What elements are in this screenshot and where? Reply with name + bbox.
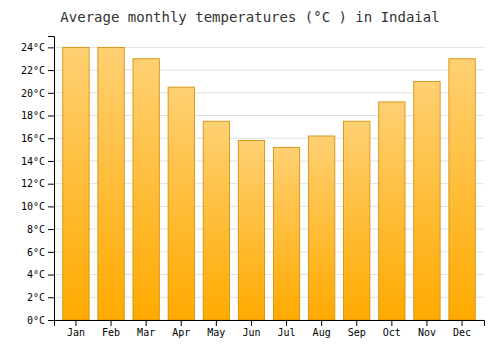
bar [203, 121, 229, 320]
tick-label: 14°C [21, 156, 45, 167]
tick-label: 24°C [21, 42, 45, 53]
tick-label: 4°C [27, 269, 45, 280]
tick-mark [48, 252, 54, 253]
tick-label: 20°C [21, 88, 45, 99]
tick-mark [48, 320, 54, 321]
tick: 8°C [27, 224, 54, 235]
tick-mark [48, 184, 54, 185]
tick-mark [48, 275, 54, 276]
tick-mark [146, 320, 147, 326]
tick-mark [286, 320, 287, 326]
tick-mark [48, 116, 54, 117]
tick: 6°C [27, 247, 54, 258]
tick-label: Oct [383, 327, 401, 338]
tick: Apr [172, 320, 190, 338]
tick: 18°C [21, 110, 54, 121]
bar [273, 147, 299, 320]
tick-mark [356, 320, 357, 326]
bar [308, 136, 334, 320]
tick-label: 0°C [27, 315, 45, 326]
tick-label: Dec [453, 327, 471, 338]
bar [379, 102, 405, 320]
tick-label: 6°C [27, 247, 45, 258]
tick-mark [48, 206, 54, 207]
axis-line [55, 321, 485, 327]
tick-label: Jan [67, 327, 85, 338]
tick-label: 8°C [27, 224, 45, 235]
tick: Feb [102, 320, 120, 338]
tick-mark [462, 320, 463, 326]
tick: 14°C [21, 156, 54, 167]
tick: Sep [348, 320, 366, 338]
tick-mark [181, 320, 182, 326]
tick: Jan [67, 320, 85, 338]
tick: 4°C [27, 269, 54, 280]
tick-mark [251, 320, 252, 326]
bar [133, 59, 159, 320]
bar [414, 81, 440, 320]
tick-label: Apr [172, 327, 190, 338]
tick: 24°C [21, 42, 54, 53]
tick-label: May [207, 327, 225, 338]
axis-line [48, 37, 55, 321]
tick: Jul [278, 320, 296, 338]
tick: 2°C [27, 292, 54, 303]
bar [344, 121, 370, 320]
tick: May [207, 320, 225, 338]
tick: Nov [418, 320, 436, 338]
y-axis: 0°C 2°C 4°C 6°C 8°C 10°C 12°C 14°C 16°C 18°C 20°C 2… [21, 37, 55, 326]
tick-mark [48, 93, 54, 94]
tick-label: Feb [102, 327, 120, 338]
tick-label: Sep [348, 327, 366, 338]
bar [63, 47, 89, 320]
tick-label: 22°C [21, 65, 45, 76]
tick-label: Aug [313, 327, 331, 338]
tick-label: 10°C [21, 201, 45, 212]
tick-mark [321, 320, 322, 326]
title: Average monthly temperatures (°C ) in In… [60, 9, 439, 25]
tick-label: Nov [418, 327, 436, 338]
tick: 20°C [21, 88, 54, 99]
tick-label: Jul [278, 327, 296, 338]
tick-label: Jun [242, 327, 260, 338]
tick-mark [426, 320, 427, 326]
grid [54, 47, 484, 320]
tick-label: 12°C [21, 178, 45, 189]
bars [63, 47, 475, 320]
tick-mark [48, 70, 54, 71]
tick: Mar [137, 320, 155, 338]
x-axis: Jan Feb Mar Apr May Jun Jul Aug Sep Oct Nov Dec [55, 320, 485, 338]
bar [98, 47, 124, 320]
tick-label: Mar [137, 327, 155, 338]
tick: 0°C [27, 315, 54, 326]
tick: 22°C [21, 65, 54, 76]
tick: 16°C [21, 133, 54, 144]
bar [238, 141, 264, 320]
tick: Jun [242, 320, 260, 338]
tick-mark [48, 297, 54, 298]
tick-label: 16°C [21, 133, 45, 144]
tick: 12°C [21, 178, 54, 189]
tick-mark [48, 229, 54, 230]
tick-mark [48, 47, 54, 48]
tick: Aug [313, 320, 331, 338]
tick-mark [48, 138, 54, 139]
plot: 0°C 2°C 4°C 6°C 8°C 10°C 12°C 14°C 16°C 18°C 20°C 2… [21, 37, 485, 339]
tick-mark [48, 161, 54, 162]
tick: 10°C [21, 201, 54, 212]
tick-label: 2°C [27, 292, 45, 303]
bar [168, 87, 194, 320]
tick: Oct [383, 320, 401, 338]
tick: Dec [453, 320, 471, 338]
tick-mark [391, 320, 392, 326]
tick-label: 18°C [21, 110, 45, 121]
bar [449, 59, 475, 320]
tick-mark [216, 320, 217, 326]
chart: 0°C 2°C 4°C 6°C 8°C 10°C 12°C 14°C 16°C 18°C 20°C 2… [0, 0, 500, 350]
tick-mark [111, 320, 112, 326]
tick-mark [75, 320, 76, 326]
